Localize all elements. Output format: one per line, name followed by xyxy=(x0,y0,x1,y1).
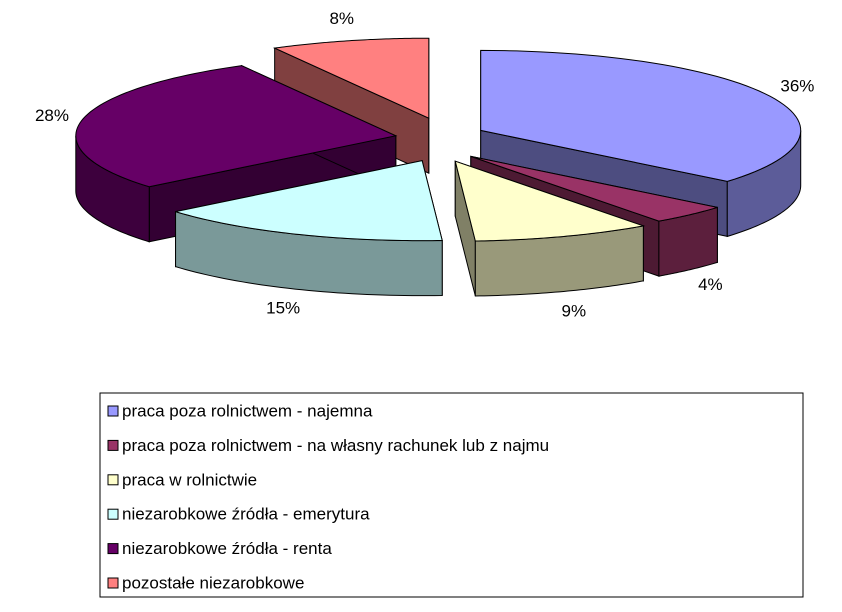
data-label: 15% xyxy=(266,299,300,318)
slice xyxy=(470,155,718,222)
data-label: 8% xyxy=(329,9,354,28)
legend-box xyxy=(99,392,804,598)
legend-swatch xyxy=(107,439,119,451)
legend-swatch xyxy=(107,543,119,555)
legend-label: praca poza rolnictwem - najemna xyxy=(122,401,373,420)
data-label: 28% xyxy=(35,106,69,125)
legend-swatch xyxy=(107,508,119,520)
slice xyxy=(272,37,430,119)
data-label: 36% xyxy=(780,76,814,95)
legend-swatch xyxy=(107,577,119,589)
slice xyxy=(75,65,398,188)
slice xyxy=(454,160,646,242)
legend-label: praca poza rolnictwem - na własny rachun… xyxy=(122,436,549,455)
legend-swatch xyxy=(107,405,119,417)
data-label: 9% xyxy=(562,302,587,321)
legend-label: niezarobkowe źródła - renta xyxy=(122,539,332,558)
slice xyxy=(175,160,443,242)
legend-label: niezarobkowe źródła - emerytura xyxy=(122,505,370,524)
legend-label: praca w rolnictwie xyxy=(122,470,257,489)
slice xyxy=(480,49,802,182)
legend-label: pozostałe niezarobkowe xyxy=(122,573,304,592)
data-label: 4% xyxy=(698,275,723,294)
legend-swatch xyxy=(107,474,119,486)
